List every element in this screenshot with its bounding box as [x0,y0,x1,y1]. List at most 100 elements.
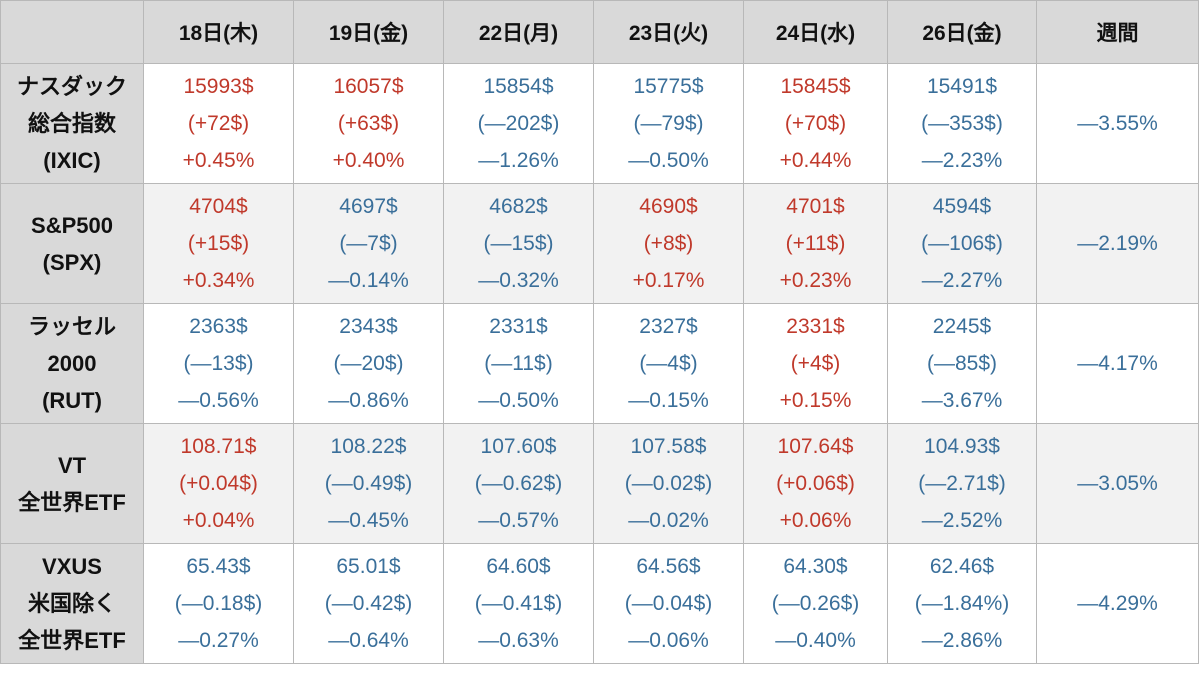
price-change: (—2.71$) [918,472,1006,495]
percent-change: +0.45% [182,149,255,172]
price-value: 15845$ [780,75,851,98]
percent-change: +0.17% [632,269,705,292]
price-cell: 107.64$ (+0.06$) +0.06% [743,423,888,544]
price-value: 4690$ [639,195,698,218]
index-name-line: 全世界ETF [18,628,126,653]
price-value: 64.60$ [486,555,551,578]
price-cell: 64.56$ (—0.04$) —0.06% [593,543,744,664]
price-cell: 15993$ (+72$) +0.45% [143,63,294,184]
percent-change: —0.02% [628,509,709,532]
corner-header [0,0,144,64]
index-name-line: VXUS [42,554,102,579]
price-change: (—0.49$) [324,472,413,495]
percent-change: —0.64% [328,629,409,652]
price-value: 4682$ [489,195,548,218]
percent-change: —0.45% [328,509,409,532]
price-change: (—0.62$) [474,472,563,495]
price-cell: 65.01$ (—0.42$) —0.64% [293,543,444,664]
price-change: (—0.41$) [474,592,563,615]
price-change: (—0.42$) [324,592,413,615]
price-cell: 107.58$ (—0.02$) —0.02% [593,423,744,544]
percent-change: —0.50% [478,389,559,412]
percent-change: —1.26% [478,149,559,172]
index-name-line: (IXIC) [43,148,101,173]
percent-change: —0.15% [628,389,709,412]
index-name-line: (SPX) [42,249,102,275]
percent-change: +0.40% [332,149,405,172]
index-name-line: 米国除く [27,591,116,616]
price-value: 2245$ [932,315,992,338]
percent-change: —0.40% [775,629,856,652]
price-cell: 2331$ (+4$) +0.15% [743,303,888,424]
percent-change: +0.23% [779,269,852,292]
price-value: 2331$ [786,315,845,338]
index-name-line: (RUT) [42,388,102,413]
price-cell: 4697$ (—7$) —0.14% [293,183,444,304]
index-name: VT 全世界ETF [0,423,144,544]
price-cell: 15775$ (—79$) —0.50% [593,63,744,184]
table-row: ナスダック 総合指数 (IXIC) 15993$ (+72$) +0.45% 16057$ (… [0,63,1199,184]
price-change: (—0.26$) [771,592,860,615]
price-change: (—7$) [339,232,398,255]
weekly-change: —3.55% [1036,63,1199,184]
percent-change: —2.86% [921,629,1003,652]
price-value: 108.22$ [330,435,407,458]
day-header: 26日(金) [887,0,1037,64]
price-value: 104.93$ [924,435,1000,458]
percent-change: +0.15% [779,389,852,412]
price-value: 2327$ [639,315,698,338]
price-value: 64.56$ [636,555,701,578]
price-change: (+4$) [790,352,841,375]
price-cell: 2327$ (—4$) —0.15% [593,303,744,424]
price-change: (+63$) [337,112,400,135]
price-value: 4594$ [932,195,992,218]
price-value: 108.71$ [180,435,257,458]
price-change: (—1.84%) [914,592,1010,615]
price-change: (—0.18$) [174,592,263,615]
price-change: (—11$) [484,352,553,375]
percent-change: —2.52% [921,509,1003,532]
day-header: 19日(金) [293,0,444,64]
price-value: 65.01$ [336,555,401,578]
price-cell: 2245$ (—85$) —3.67% [887,303,1037,424]
price-change: (+72$) [187,112,250,135]
percent-change: —0.32% [478,269,559,292]
percent-change: —0.06% [628,629,709,652]
price-cell: 65.43$ (—0.18$) —0.27% [143,543,294,664]
price-value: 15854$ [483,75,554,98]
index-name-line: ナスダック [16,74,127,99]
price-cell: 104.93$ (—2.71$) —2.52% [887,423,1037,544]
index-name-line: 2000 [47,351,97,376]
price-change: (—4$) [639,352,698,375]
weekly-change: —4.17% [1036,303,1199,424]
price-change: (—85$) [926,352,998,375]
price-cell: 108.71$ (+0.04$) +0.04% [143,423,294,544]
weekly-change: —4.29% [1036,543,1199,664]
percent-change: —0.14% [328,269,409,292]
price-value: 4697$ [339,195,398,218]
table-row: VXUS 米国除く 全世界ETF 65.43$ (—0.18$) —0.27% 65.01$… [0,543,1199,664]
price-cell: 16057$ (+63$) +0.40% [293,63,444,184]
price-cell: 15491$ (—353$) —2.23% [887,63,1037,184]
price-value: 15491$ [926,75,998,98]
price-cell: 4682$ (—15$) —0.32% [443,183,594,304]
price-value: 62.46$ [929,555,995,578]
price-change: (+0.06$) [776,472,855,495]
index-name-line: ラッセル [27,314,116,339]
index-name-line: VT [57,452,87,478]
index-name-line: S&P500 [31,212,113,238]
price-value: 2331$ [489,315,548,338]
price-change: (—0.04$) [624,592,713,615]
price-cell: 2343$ (—20$) —0.86% [293,303,444,424]
price-value: 15993$ [183,75,254,98]
price-value: 4704$ [189,195,248,218]
price-cell: 15854$ (—202$) —1.26% [443,63,594,184]
price-change: (+15$) [187,232,250,255]
day-header: 24日(水) [743,0,888,64]
price-cell: 62.46$ (—1.84%) —2.86% [887,543,1037,664]
price-change: (+11$) [785,232,846,255]
price-change: (—202$) [477,112,560,135]
price-change: (—13$) [183,352,254,375]
price-value: 15775$ [633,75,704,98]
price-value: 4701$ [786,195,845,218]
